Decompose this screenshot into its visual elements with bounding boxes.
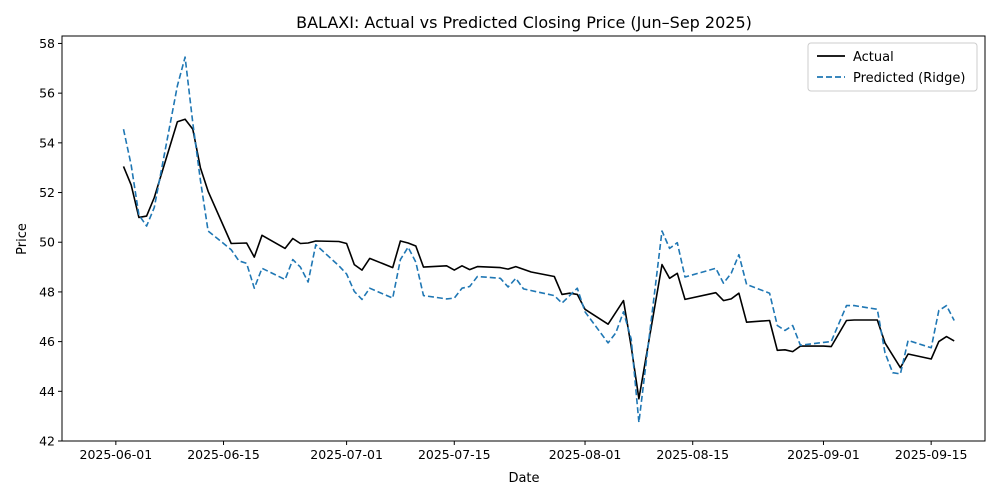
chart-title: BALAXI: Actual vs Predicted Closing Pric… <box>296 13 752 32</box>
legend-label-predicted: Predicted (Ridge) <box>853 71 965 86</box>
y-axis-label: Price <box>15 223 30 255</box>
x-axis-label: Date <box>508 471 539 486</box>
series-line-actual <box>122 118 955 400</box>
plot-area <box>122 56 955 424</box>
series-line-predicted <box>122 56 955 424</box>
y-tick-label: 44 <box>39 384 55 399</box>
x-tick-label: 2025-08-01 <box>549 447 622 462</box>
x-tick-label: 2025-08-15 <box>656 447 729 462</box>
x-tick-label: 2025-07-01 <box>310 447 383 462</box>
y-tick-label: 58 <box>39 36 55 51</box>
y-tick-label: 48 <box>39 284 55 299</box>
y-tick-label: 54 <box>39 135 55 150</box>
x-tick-label: 2025-06-01 <box>80 447 153 462</box>
y-tick-label: 56 <box>39 86 55 101</box>
y-tick-label: 52 <box>39 185 55 200</box>
x-tick-label: 2025-07-15 <box>418 447 491 462</box>
plot-frame <box>61 35 986 442</box>
y-axis: 42 44 46 48 50 52 54 56 58 <box>39 36 62 449</box>
y-tick-label: 50 <box>39 235 55 250</box>
x-tick-label: 2025-09-01 <box>787 447 860 462</box>
legend-box <box>807 42 978 92</box>
y-tick-label: 42 <box>39 434 55 449</box>
legend: Actual Predicted (Ridge) <box>807 42 978 92</box>
x-axis: 2025-06-01 2025-06-15 2025-07-01 2025-07-15… <box>80 441 968 462</box>
x-tick-label: 2025-09-15 <box>895 447 968 462</box>
legend-label-actual: Actual <box>853 50 894 65</box>
y-tick-label: 46 <box>39 334 55 349</box>
x-tick-label: 2025-06-15 <box>187 447 260 462</box>
